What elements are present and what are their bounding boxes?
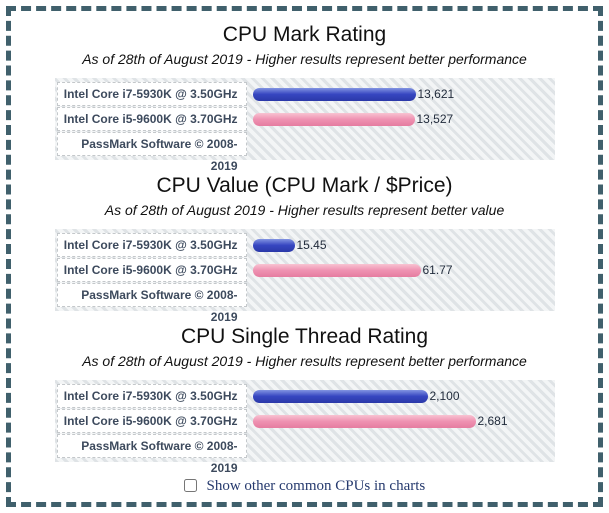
bar-i5-9600k [252,414,476,428]
cpu-label-i5-9600k: Intel Core i5-9600K @ 3.70GHz [56,409,247,433]
bar-area: 13,621 [252,87,553,101]
page-border: CPU Mark Rating As of 28th of August 201… [6,6,603,507]
chart-row: PassMark Software © 2008-2019 [56,283,553,324]
bar-value: 13,527 [416,112,454,126]
chart-title: CPU Single Thread Rating [180,325,429,348]
passmark-credit: PassMark Software © 2008-2019 [56,283,247,324]
cpu-label-i7-5930k: Intel Core i7-5930K @ 3.50GHz [56,233,247,257]
chart-subtitle: As of 28th of August 2019 - Higher resul… [82,353,527,369]
chart-cpu-mark: CPU Mark Rating As of 28th of August 201… [11,23,598,173]
cpu-label-i7-5930k: Intel Core i7-5930K @ 3.50GHz [56,82,247,106]
passmark-credit: PassMark Software © 2008-2019 [56,434,247,475]
bar-value: 13,621 [417,87,455,101]
checkbox-row: Show other common CPUs in charts [11,478,598,495]
bar-value: 2,100 [429,389,460,403]
cpu-label-i7-5930k: Intel Core i7-5930K @ 3.50GHz [56,384,247,408]
plot-area: Intel Core i7-5930K @ 3.50GHz 13,621 Int… [54,78,555,173]
bar-area: 15.45 [252,238,553,252]
chart-row: PassMark Software © 2008-2019 [56,132,553,173]
bar-value: 61.77 [422,263,453,277]
chart-row: Intel Core i7-5930K @ 3.50GHz 13,621 [56,82,553,106]
plot-area: Intel Core i7-5930K @ 3.50GHz 15.45 Inte… [54,229,555,324]
chart-cpu-value: CPU Value (CPU Mark / $Price) As of 28th… [11,174,598,324]
bar-area: 2,100 [252,389,553,403]
page-content: CPU Mark Rating As of 28th of August 201… [11,11,598,502]
show-other-cpus-checkbox[interactable] [183,479,197,492]
chart-subtitle: As of 28th of August 2019 - Higher resul… [82,51,527,67]
chart-title: CPU Mark Rating [222,23,387,46]
chart-row: Intel Core i7-5930K @ 3.50GHz 2,100 [56,384,553,408]
plot-area: Intel Core i7-5930K @ 3.50GHz 2,100 Inte… [54,380,555,475]
show-other-cpus-label: Show other common CPUs in charts [206,478,426,494]
bar-i5-9600k [252,112,415,126]
cpu-label-i5-9600k: Intel Core i5-9600K @ 3.70GHz [56,107,247,131]
bar-area: 61.77 [252,263,553,277]
bar-area: 2,681 [252,414,553,428]
cpu-label-i5-9600k: Intel Core i5-9600K @ 3.70GHz [56,258,247,282]
bar-i7-5930k [252,389,428,403]
chart-row: Intel Core i7-5930K @ 3.50GHz 15.45 [56,233,553,257]
chart-row: Intel Core i5-9600K @ 3.70GHz 2,681 [56,409,553,433]
chart-row: Intel Core i5-9600K @ 3.70GHz 13,527 [56,107,553,131]
bar-value: 15.45 [296,238,327,252]
bar-area: 13,527 [252,112,553,126]
bar-i7-5930k [252,87,416,101]
passmark-credit: PassMark Software © 2008-2019 [56,132,247,173]
bar-i7-5930k [252,238,295,252]
chart-row: Intel Core i5-9600K @ 3.70GHz 61.77 [56,258,553,282]
bar-value: 2,681 [477,414,508,428]
chart-row: PassMark Software © 2008-2019 [56,434,553,475]
chart-cpu-single-thread: CPU Single Thread Rating As of 28th of A… [11,325,598,475]
chart-title: CPU Value (CPU Mark / $Price) [156,174,453,197]
bar-i5-9600k [252,263,421,277]
chart-subtitle: As of 28th of August 2019 - Higher resul… [104,202,505,218]
